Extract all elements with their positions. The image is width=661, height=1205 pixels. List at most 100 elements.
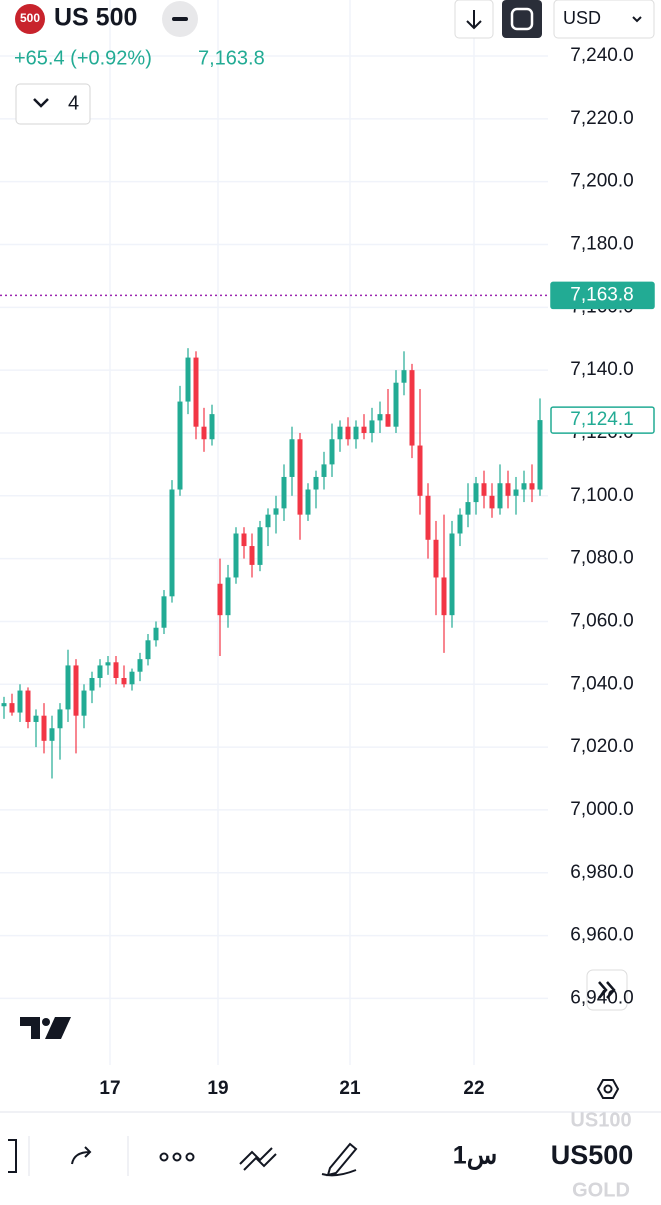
- draw-lines-icon[interactable]: [239, 1147, 277, 1171]
- y-tick-label: 6,980.0: [570, 862, 633, 883]
- chevron: [632, 16, 642, 23]
- candle-body: [385, 414, 391, 427]
- y-tick-label: 7,140.0: [570, 359, 633, 380]
- candle-body: [521, 483, 527, 490]
- candle-body: [1, 703, 7, 707]
- candle-body: [489, 495, 495, 509]
- y-tick-label: 7,020.0: [570, 736, 633, 757]
- brush-icon[interactable]: [321, 1142, 358, 1177]
- candle-body: [345, 426, 351, 440]
- candle-body: [273, 508, 279, 515]
- badge: [15, 4, 45, 34]
- candle-body: [209, 414, 215, 440]
- candle-body: [473, 483, 479, 503]
- candle-body: [33, 715, 39, 722]
- candle-body: [129, 671, 135, 685]
- y-tick-label: 7,060.0: [570, 610, 633, 631]
- y-tick-label: 7,240.0: [570, 45, 633, 66]
- candle-body: [321, 464, 327, 477]
- candle-body: [169, 489, 175, 597]
- candle-body: [377, 414, 383, 421]
- fullscreen-button[interactable]: [502, 0, 542, 38]
- toolbar-symbol[interactable]: US500: [551, 1140, 634, 1170]
- currency-select[interactable]: [553, 0, 655, 39]
- candle-body: [137, 659, 143, 672]
- candle-body: [281, 476, 287, 509]
- candle-body: [481, 483, 487, 496]
- y-tick-label: 6,940.0: [570, 987, 633, 1008]
- x-tick-label: 17: [99, 1078, 120, 1099]
- candle-body: [265, 514, 271, 528]
- candle-body: [441, 577, 447, 616]
- candle-body: [313, 476, 319, 490]
- price-tag-label: 7,124.1: [570, 409, 633, 430]
- candle-body: [297, 439, 303, 515]
- settings-icon[interactable]: [596, 1079, 620, 1099]
- candle-body: [9, 703, 15, 713]
- candle-body: [185, 357, 191, 402]
- candle-body: [241, 533, 247, 547]
- candle-body: [193, 357, 199, 427]
- indicator-count: 4: [68, 92, 79, 114]
- y-tick-label: 7,000.0: [570, 799, 633, 820]
- y-tick-label: 7,220.0: [570, 108, 633, 129]
- toolbar-icon[interactable]: [8, 1139, 17, 1173]
- symbol[interactable]: US 500: [54, 4, 137, 32]
- price-tag: [550, 281, 655, 310]
- y-tick-label: 7,100.0: [570, 485, 633, 506]
- candle-body: [145, 640, 151, 660]
- y-tick-label: 7,200.0: [570, 171, 633, 192]
- symbol-below[interactable]: GOLD: [572, 1179, 630, 1201]
- candle-body: [289, 439, 295, 477]
- candle-body: [17, 690, 23, 713]
- logo: [20, 1017, 71, 1039]
- candle-body: [41, 715, 47, 741]
- y-tick-label: 7,080.0: [570, 548, 633, 569]
- candle-body: [537, 420, 543, 490]
- candle-body: [425, 495, 431, 540]
- candle-body: [513, 489, 519, 496]
- candle-body: [105, 662, 111, 666]
- arrow-icon: [466, 10, 482, 30]
- candle-body: [201, 426, 207, 440]
- price-tag-label: 7,163.8: [570, 284, 633, 305]
- candle-body: [329, 439, 335, 465]
- x-tick-label: 22: [463, 1078, 484, 1099]
- candle-body: [433, 539, 439, 578]
- candle-body: [233, 533, 239, 578]
- candle-body: [393, 382, 399, 427]
- candle-body: [217, 583, 223, 616]
- candle-body: [113, 662, 119, 678]
- candle-body: [89, 677, 95, 691]
- candle-body: [337, 426, 343, 440]
- candle-body: [457, 514, 463, 534]
- candle-body: [177, 401, 183, 490]
- y-tick-label: 7,040.0: [570, 673, 633, 694]
- more-icon[interactable]: [159, 1152, 195, 1162]
- toolbar-interval[interactable]: 1س: [453, 1142, 497, 1171]
- symbol-above[interactable]: US100: [570, 1109, 631, 1131]
- candle-body: [417, 445, 423, 496]
- candle-body: [497, 483, 503, 509]
- candle-body: [49, 728, 55, 741]
- candle-body: [409, 370, 415, 446]
- y-tick-label: 6,960.0: [570, 925, 633, 946]
- price: 7,163.8: [198, 47, 265, 69]
- candle-body: [529, 483, 535, 490]
- candle-body: [449, 533, 455, 616]
- candle-body: [401, 370, 407, 383]
- chevron: [33, 98, 49, 108]
- fullscreen-icon: [510, 7, 534, 31]
- indicators-button[interactable]: [15, 83, 91, 125]
- scroll-icon: [598, 981, 616, 999]
- badge-text: 500: [20, 11, 40, 25]
- candle-body: [369, 420, 375, 433]
- candle-body: [81, 690, 87, 716]
- candle-body: [353, 426, 359, 440]
- change: +65.4 (+0.92%): [14, 47, 152, 69]
- x-tick-label: 19: [207, 1078, 228, 1099]
- redo-icon[interactable]: [71, 1146, 92, 1165]
- candle-body: [249, 546, 255, 565]
